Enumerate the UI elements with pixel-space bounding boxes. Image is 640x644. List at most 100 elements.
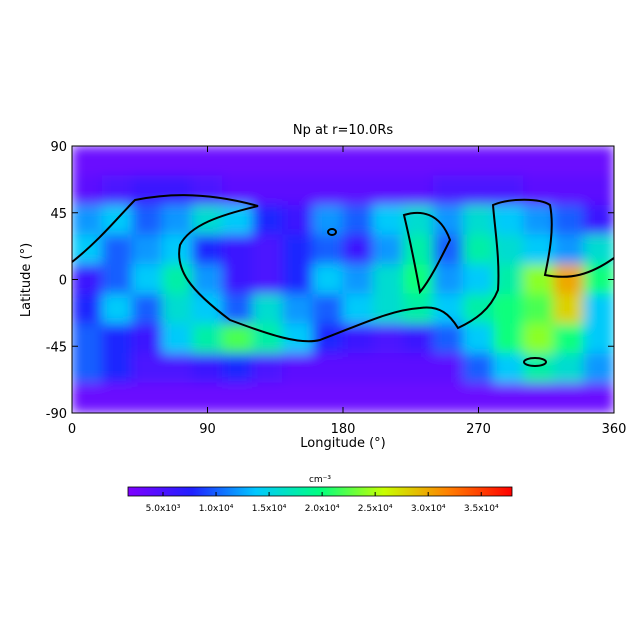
heatmap-cell — [553, 382, 585, 413]
heatmap-cell — [282, 146, 314, 177]
heatmap-cell — [493, 204, 525, 236]
heatmap-cell — [252, 382, 284, 413]
colorbar-tick-label: 2.5x10⁴ — [358, 504, 393, 514]
heatmap-cell — [312, 175, 344, 206]
heatmap-cell — [72, 293, 103, 325]
heatmap-cell — [72, 382, 103, 413]
heatmap-cell — [342, 204, 374, 236]
colorbar-tick-label: 3.0x10⁴ — [411, 504, 446, 514]
heatmap-cell — [222, 323, 254, 355]
colorbar-tick-label: 5.0x10³ — [146, 504, 181, 514]
heatmap-cell — [252, 146, 284, 177]
heatmap-cell — [462, 175, 495, 206]
colorbar-label: cm⁻³ — [309, 475, 331, 485]
heatmap-cell — [523, 146, 555, 177]
heatmap-cell — [553, 234, 585, 266]
heatmap-cell — [312, 323, 344, 355]
heatmap-cell — [372, 146, 404, 177]
heatmap-cell — [553, 293, 585, 325]
colorbar — [127, 486, 513, 497]
heatmap-cell — [161, 146, 193, 177]
contours — [72, 194, 614, 367]
heatmap-cell — [131, 293, 163, 325]
heatmap-cell — [523, 323, 555, 355]
heatmap-cell — [101, 323, 133, 355]
heatmap-cell — [282, 264, 314, 295]
heatmap-cell — [553, 264, 585, 295]
heatmap-cell — [131, 323, 163, 355]
heatmap-cell — [523, 293, 555, 325]
heatmap-cell — [583, 293, 614, 325]
heatmap-cell — [342, 353, 374, 384]
heatmap-cell — [131, 353, 163, 384]
heatmap-cell — [161, 175, 193, 206]
heatmap-cell — [312, 264, 344, 295]
heatmap-cell — [191, 353, 224, 384]
heatmap-cell — [312, 382, 344, 413]
contour-line — [402, 211, 452, 295]
heatmap-cell — [462, 293, 495, 325]
heatmap-cell — [161, 204, 193, 236]
heatmap-cell — [402, 234, 434, 266]
chart-title: Np at r=10.0Rs — [293, 123, 394, 138]
y-axis-label: Latitude (°) — [19, 243, 34, 317]
heatmap-cell — [72, 146, 103, 177]
heatmap-cell — [523, 204, 555, 236]
heatmap — [72, 146, 614, 413]
heatmap-cell — [312, 353, 344, 384]
x-axis-label: Longitude (°) — [300, 436, 385, 451]
heatmap-cell — [312, 234, 344, 266]
heatmap-cell — [222, 146, 254, 177]
colorbar-tick-label: 3.5x10⁴ — [464, 504, 499, 514]
heatmap-cell — [222, 293, 254, 325]
heatmap-cell — [493, 293, 525, 325]
heatmap-cell — [493, 382, 525, 413]
heatmap-cell — [131, 264, 163, 295]
heatmap-cell — [252, 175, 284, 206]
heatmap-cell — [161, 382, 193, 413]
heatmap-cell — [342, 234, 374, 266]
x-tick-label: 90 — [199, 422, 216, 437]
colorbar-tick-label: 2.0x10⁴ — [305, 504, 340, 514]
heatmap-cell — [282, 204, 314, 236]
heatmap-cell — [342, 146, 374, 177]
heatmap-cell — [161, 234, 193, 266]
heatmap-cell — [432, 234, 464, 266]
heatmap-cell — [131, 234, 163, 266]
heatmap-cell — [372, 293, 404, 325]
heatmap-cell — [191, 175, 224, 206]
heatmap-cell — [161, 323, 193, 355]
heatmap-cell — [342, 323, 374, 355]
heatmap-cell — [462, 323, 495, 355]
heatmap-cell — [372, 382, 404, 413]
x-tick-label: 0 — [68, 422, 76, 437]
heatmap-cell — [493, 323, 525, 355]
heatmap-cell — [252, 204, 284, 236]
heatmap-cell — [222, 382, 254, 413]
heatmap-cell — [282, 382, 314, 413]
heatmap-cell — [372, 204, 404, 236]
heatmap-cell — [553, 175, 585, 206]
heatmap-cell — [282, 293, 314, 325]
heatmap-cell — [222, 234, 254, 266]
heatmap-cell — [191, 264, 224, 295]
heatmap-cell — [222, 264, 254, 295]
heatmap-cell — [432, 146, 464, 177]
heatmap-cell — [372, 353, 404, 384]
y-tick-label: 45 — [50, 207, 67, 222]
heatmap-cell — [72, 204, 103, 236]
heatmap-cell — [402, 146, 434, 177]
heatmap-cell — [101, 146, 133, 177]
heatmap-cell — [222, 353, 254, 384]
y-tick-label: 0 — [59, 274, 67, 289]
heatmap-cell — [583, 323, 614, 355]
heatmap-cell — [583, 382, 614, 413]
heatmap-cell — [402, 175, 434, 206]
heatmap-cell — [282, 353, 314, 384]
heatmap-cell — [523, 264, 555, 295]
heatmap-cell — [252, 353, 284, 384]
heatmap-cell — [583, 146, 614, 177]
heatmap-cell — [493, 353, 525, 384]
colorbar-tick-label: 1.5x10⁴ — [252, 504, 287, 514]
